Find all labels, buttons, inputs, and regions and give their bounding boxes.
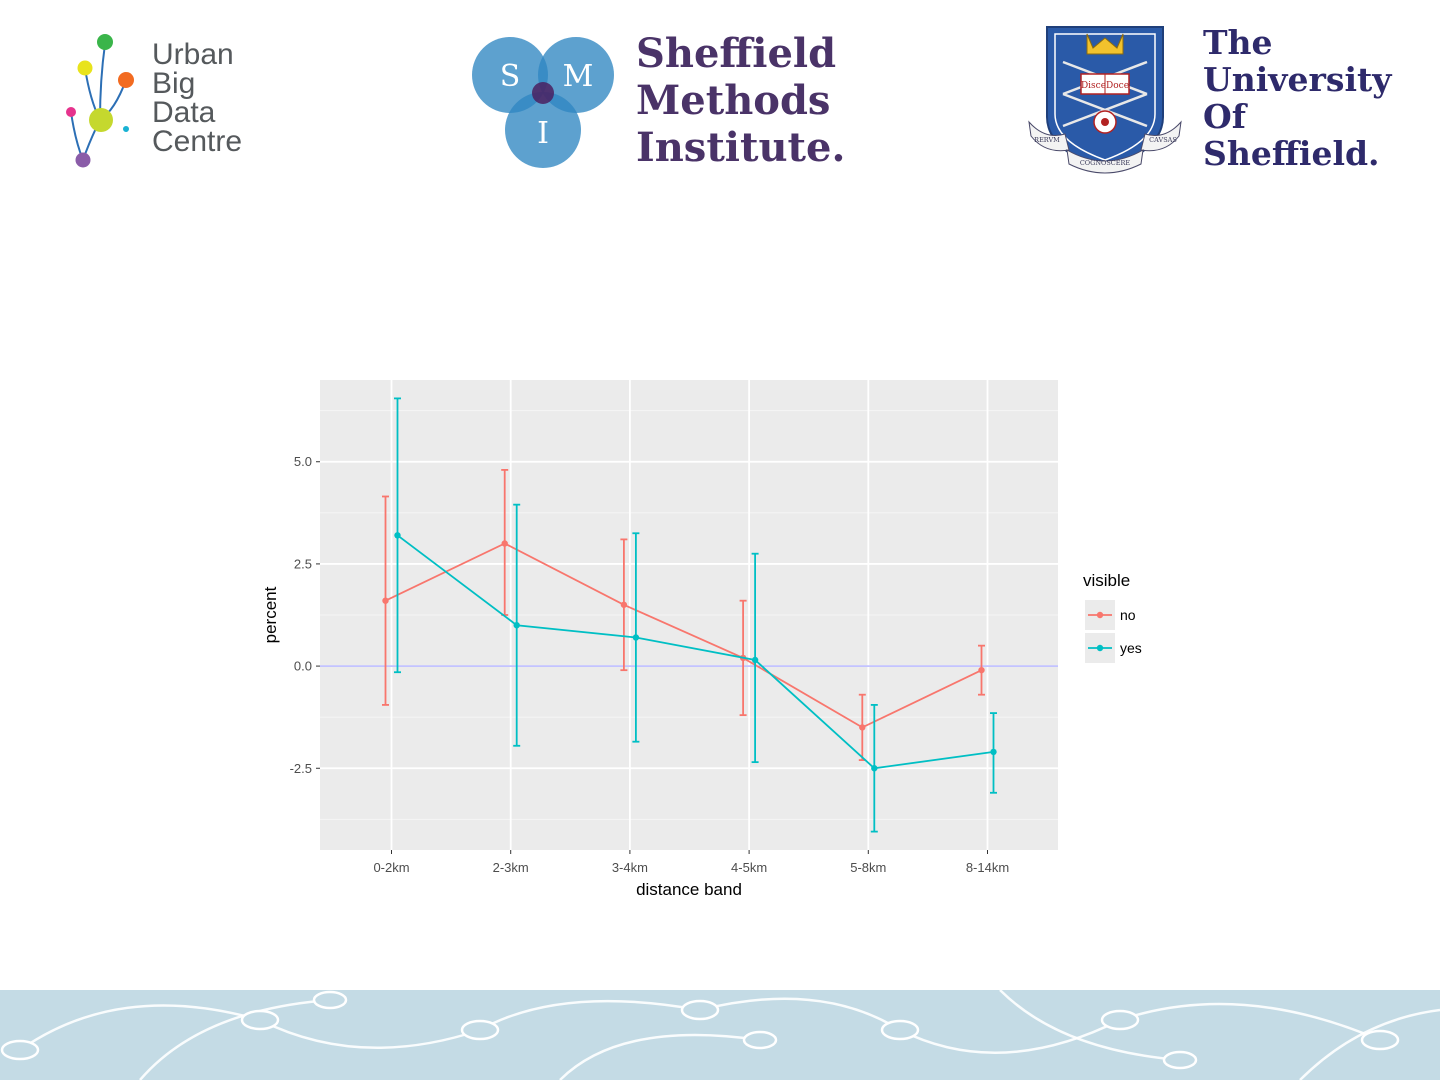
- uos-line: Sheffield.: [1203, 134, 1380, 173]
- x-tick-label: 8-14km: [966, 860, 1009, 875]
- x-tick-label: 2-3km: [493, 860, 529, 875]
- smi-letter-i: I: [537, 116, 549, 151]
- ubdc-line: Data: [152, 96, 216, 129]
- x-tick-label: 0-2km: [373, 860, 409, 875]
- crest-motto-right: CAVSAS: [1149, 136, 1177, 144]
- data-point-yes: [513, 622, 520, 629]
- uos-wordmark: The University Of Sheffield.: [1203, 24, 1391, 172]
- university-of-sheffield-crest: DisceDoce RERVM COGNOSCERE CAVSAS: [1028, 26, 1182, 174]
- x-axis-title: distance band: [636, 880, 742, 899]
- ubdc-line: Urban: [152, 38, 234, 71]
- series-line-no: [385, 542, 982, 729]
- smi-line: Sheffield: [636, 30, 837, 77]
- data-point-yes: [871, 765, 878, 772]
- y-axis-title: percent: [261, 586, 280, 643]
- ubdc-line: Big: [152, 67, 196, 100]
- footer-network-pattern: [0, 990, 1440, 1080]
- data-point-no: [620, 601, 628, 608]
- uos-line: The: [1203, 23, 1273, 62]
- ubdc-wordmark: Urban Big Data Centre: [152, 38, 243, 158]
- x-tick-label: 4-5km: [731, 860, 767, 875]
- data-point-yes: [632, 634, 640, 641]
- crest-book-text: DisceDoce: [1081, 81, 1129, 91]
- data-point-yes: [751, 656, 759, 664]
- smi-letter-s: S: [500, 59, 521, 94]
- crest-motto-left: RERVM: [1034, 136, 1060, 144]
- data-point-no: [501, 540, 508, 547]
- smi-letter-m: M: [563, 59, 594, 94]
- smi-line: Institute.: [636, 124, 846, 171]
- x-tick-label: 5-8km: [850, 860, 886, 875]
- smi-line: Methods: [636, 77, 831, 124]
- smi-wordmark: Sheffield Methods Institute.: [636, 30, 845, 171]
- data-point-no: [859, 724, 866, 731]
- y-tick-label: 5.0: [294, 454, 312, 469]
- y-tick-label: 2.5: [294, 556, 312, 571]
- legend-key-point-yes: [1096, 644, 1104, 652]
- urban-big-data-centre-logo: [66, 34, 134, 168]
- sheffield-methods-institute-logo: S M I: [472, 37, 614, 168]
- data-point-yes: [990, 748, 997, 756]
- percent-by-distance-band-chart: -2.5 0.0 2.5 5.0 0-2km 2-3km 3-4km 4-5km 5-8km 8-…: [261, 380, 1142, 899]
- y-tick-label: -2.5: [290, 761, 312, 776]
- data-point-no: [382, 597, 389, 604]
- legend-title: visible: [1083, 571, 1130, 590]
- x-tick-label: 3-4km: [612, 860, 648, 875]
- uos-line: Of: [1203, 97, 1246, 136]
- ubdc-line: Centre: [152, 125, 243, 158]
- legend-label-yes: yes: [1120, 640, 1142, 656]
- legend-label-no: no: [1120, 607, 1136, 623]
- y-tick-label: 0.0: [294, 659, 312, 674]
- crest-motto-center: COGNOSCERE: [1080, 159, 1131, 167]
- series-line-yes: [396, 534, 994, 770]
- data-point-no: [978, 666, 985, 674]
- data-point-yes: [394, 532, 401, 539]
- uos-line: University: [1203, 60, 1392, 99]
- legend-key-point-no: [1096, 611, 1104, 619]
